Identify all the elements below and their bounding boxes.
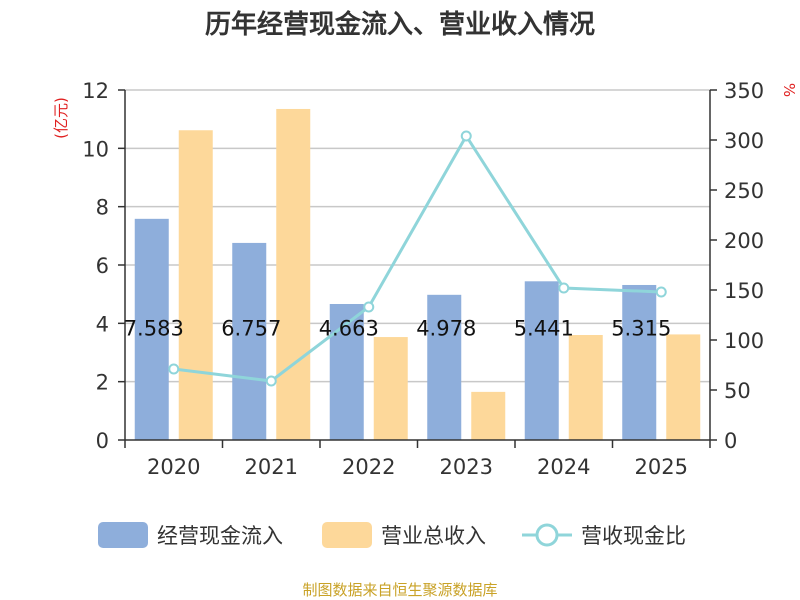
bar-layer (134, 108, 701, 440)
bar-revenue (666, 334, 701, 440)
legend-marker-ratio (535, 523, 559, 547)
x-tick-label: 2023 (440, 455, 493, 479)
left-tick-label: 0 (96, 429, 109, 453)
source-note: 制图数据来自恒生聚源数据库 (302, 581, 497, 599)
legend-item-cash-inflow[interactable]: 经营现金流入 (98, 522, 283, 548)
bar-cash-inflow (622, 284, 657, 440)
right-tick-label: 350 (724, 79, 764, 103)
point-ratio (655, 286, 667, 298)
point-ratio (460, 130, 472, 142)
x-tick-label: 2020 (147, 455, 200, 479)
bar-revenue (276, 108, 311, 440)
data-label-cash-inflow: 7.583 (124, 317, 184, 341)
legend-item-ratio[interactable]: 营收现金比 (522, 523, 686, 548)
bar-cash-inflow (524, 281, 559, 440)
left-tick-label: 10 (82, 137, 109, 161)
line-layer (168, 130, 667, 387)
bar-cash-inflow (134, 218, 169, 440)
left-tick-label: 6 (96, 254, 109, 278)
legend-label-revenue: 营业总收入 (381, 524, 486, 548)
chart-title: 历年经营现金流入、营业收入情况 (205, 9, 595, 40)
right-axis-unit: % (780, 83, 798, 97)
left-tick-label: 8 (96, 196, 109, 220)
line-ratio (173, 133, 662, 383)
left-tick-label: 2 (96, 371, 109, 395)
x-tick-label: 2022 (342, 455, 395, 479)
data-label-cash-inflow: 4.978 (416, 317, 476, 341)
bar-revenue (178, 130, 213, 440)
right-tick-label: 300 (724, 129, 764, 153)
left-axis-unit: (亿元) (52, 97, 70, 139)
data-labels: 7.583 6.757 4.663 4.978 5.441 5.315 (124, 317, 672, 341)
point-ratio (265, 375, 277, 387)
data-label-cash-inflow: 4.663 (319, 317, 379, 341)
left-tick-label: 12 (82, 79, 109, 103)
point-ratio (558, 282, 570, 294)
x-tick-label: 2025 (635, 455, 688, 479)
bar-revenue (471, 391, 506, 440)
right-tick-label: 250 (724, 179, 764, 203)
legend-label-ratio: 营收现金比 (581, 524, 686, 548)
x-tick-label: 2021 (245, 455, 298, 479)
bar-cash-inflow (329, 303, 364, 440)
right-tick-label: 50 (724, 379, 751, 403)
legend-swatch-revenue (322, 522, 372, 548)
legend-label-cash-inflow: 经营现金流入 (157, 524, 283, 548)
legend: 经营现金流入 营业总收入 营收现金比 (98, 522, 686, 548)
x-tick-label: 2024 (537, 455, 590, 479)
bar-cash-inflow (427, 294, 462, 440)
point-ratio (363, 301, 375, 313)
bar-cash-inflow (232, 242, 267, 440)
point-ratio (168, 363, 180, 375)
right-tick-label: 150 (724, 279, 764, 303)
grid-lines (125, 89, 710, 383)
legend-item-revenue[interactable]: 营业总收入 (322, 522, 486, 548)
axes: 0 2 4 6 8 10 12 0 50 100 150 200 250 300 350 2020 2021 20… (82, 79, 764, 479)
left-tick-label: 4 (96, 312, 109, 336)
data-label-cash-inflow: 5.441 (514, 317, 574, 341)
data-label-cash-inflow: 5.315 (611, 317, 671, 341)
right-tick-label: 100 (724, 329, 764, 353)
bar-revenue (373, 337, 408, 440)
bar-revenue (568, 335, 603, 440)
legend-swatch-cash-inflow (98, 522, 148, 548)
data-label-cash-inflow: 6.757 (221, 317, 281, 341)
right-tick-label: 200 (724, 229, 764, 253)
right-tick-label: 0 (724, 429, 737, 453)
